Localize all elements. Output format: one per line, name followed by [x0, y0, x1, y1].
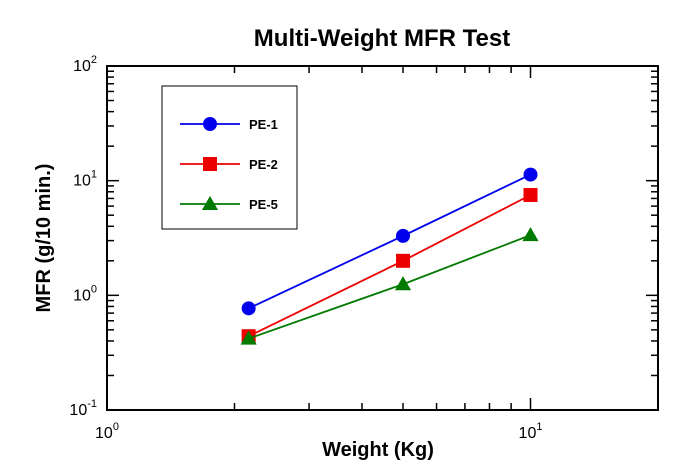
- y-tick-label: 10 0: [73, 283, 97, 304]
- y-tick-label-base: 10: [73, 58, 91, 75]
- y-tick-label-exponent: 1: [91, 169, 97, 181]
- y-tick-label-exponent: -1: [87, 398, 97, 410]
- y-tick-label-exponent: 0: [91, 283, 97, 295]
- legend-box: [161, 85, 298, 230]
- x-tick-label: 10 1: [519, 421, 543, 442]
- y-tick-label-base: 10: [73, 287, 91, 304]
- y-tick-label-base: 10: [69, 402, 87, 419]
- legend-entry-pe-5: PE-5: [180, 195, 278, 212]
- legend: PE-1 PE-2 PE-5: [180, 117, 278, 212]
- y-tick-label: 10 1: [73, 169, 97, 190]
- data-point-pe-5: [240, 330, 257, 345]
- tick-labels: 10 0 10 110 -110 010 110 2: [69, 54, 542, 442]
- data-point-pe-1: [396, 228, 411, 243]
- data-point-pe-2: [396, 253, 411, 268]
- y-tick-label: 10 2: [73, 54, 97, 75]
- plot-frame: [106, 65, 659, 411]
- x-tick-label-exponent: 1: [536, 421, 542, 433]
- legend-marker-pe-1: [203, 117, 217, 131]
- legend-entry-pe-1: PE-1: [180, 117, 278, 132]
- x-tick-label-exponent: 0: [113, 421, 119, 433]
- legend-marker-pe-2: [203, 157, 217, 171]
- x-tick-label-base: 10: [95, 425, 113, 442]
- series-pe-1: [241, 167, 538, 316]
- chart-title: Multi-Weight MFR Test: [254, 25, 510, 52]
- y-tick-label-exponent: 2: [91, 54, 97, 66]
- y-tick-label-base: 10: [73, 173, 91, 190]
- data-point-pe-5: [522, 227, 539, 242]
- legend-label-pe-5: PE-5: [249, 197, 278, 212]
- y-tick-label: 10 -1: [69, 398, 97, 419]
- axis-ticks: [106, 65, 659, 411]
- x-tick-label-base: 10: [519, 425, 537, 442]
- data-point-pe-1: [523, 167, 538, 182]
- legend-entry-pe-2: PE-2: [180, 157, 278, 172]
- y-axis-label: MFR (g/10 min.): [33, 164, 55, 313]
- data-point-pe-1: [241, 301, 256, 316]
- series-pe-5: [240, 227, 539, 345]
- data-point-pe-5: [394, 276, 412, 291]
- legend-label-pe-1: PE-1: [249, 117, 278, 132]
- series-line-pe-5: [248, 234, 531, 340]
- legend-marker-pe-5: [201, 195, 219, 211]
- legend-label-pe-2: PE-2: [249, 157, 278, 172]
- data-point-pe-2: [523, 187, 538, 202]
- data-series: [240, 167, 539, 345]
- x-tick-label: 10 0: [95, 421, 119, 442]
- x-axis-label: Weight (Kg): [322, 439, 434, 461]
